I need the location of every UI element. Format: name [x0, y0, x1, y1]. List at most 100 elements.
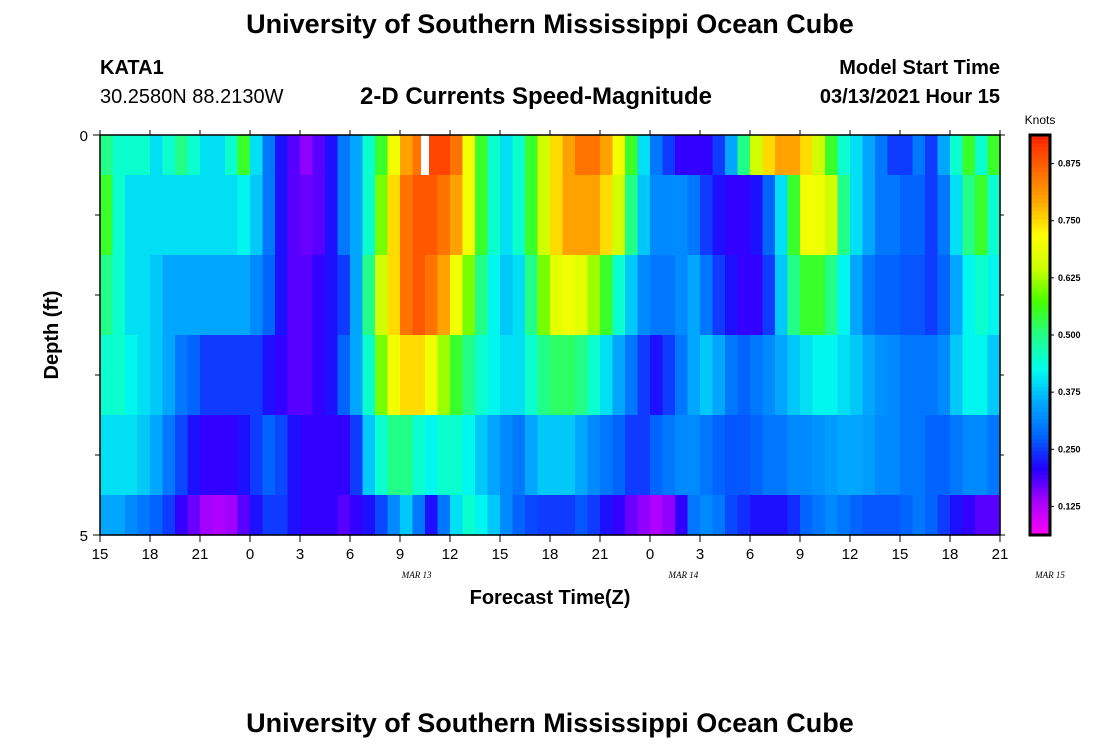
- heatmap-cell: [512, 415, 526, 496]
- heatmap-cell: [975, 335, 989, 416]
- heatmap-cell: [125, 255, 139, 336]
- heatmap-cell: [862, 175, 876, 256]
- heatmap-cell: [500, 255, 514, 336]
- heatmap-cell: [400, 255, 414, 336]
- heatmap-cell: [375, 255, 389, 336]
- heatmap-cell: [275, 335, 289, 416]
- colorbar-segment: [1030, 171, 1050, 176]
- heatmap-cell: [912, 415, 926, 496]
- heatmap-cell: [200, 415, 214, 496]
- heatmap-cell: [350, 495, 364, 536]
- heatmap-cell: [287, 255, 301, 336]
- colorbar-segment: [1030, 439, 1050, 444]
- colorbar-segment: [1030, 295, 1050, 300]
- heatmap-cell: [537, 335, 551, 416]
- heatmap-cell: [737, 175, 751, 256]
- heatmap-cell: [700, 335, 714, 416]
- heatmap-cell: [337, 255, 351, 336]
- heatmap-cell: [937, 495, 951, 536]
- heatmap-cell: [812, 255, 826, 336]
- colorbar-segment: [1030, 427, 1050, 432]
- heatmap-cell: [275, 255, 289, 336]
- date-label: MAR 15: [1034, 570, 1065, 580]
- heatmap-cell: [500, 415, 514, 496]
- heatmap-cell: [612, 415, 626, 496]
- heatmap-cell: [112, 335, 126, 416]
- heatmap-cell: [187, 335, 201, 416]
- colorbar-segment: [1030, 287, 1050, 292]
- heatmap-cell: [325, 255, 339, 336]
- heatmap-cell: [787, 335, 801, 416]
- colorbar-segment: [1030, 187, 1050, 192]
- heatmap-cell: [662, 415, 676, 496]
- heatmap-cell: [625, 175, 639, 256]
- colorbar-segment: [1030, 147, 1050, 152]
- colorbar-segment: [1030, 155, 1050, 160]
- heatmap-cell: [225, 335, 239, 416]
- heatmap-cell: [437, 335, 451, 416]
- heatmap-cell: [875, 175, 889, 256]
- heatmap-cell: [750, 255, 764, 336]
- heatmap-cell: [150, 415, 164, 496]
- heatmap-cell: [962, 415, 976, 496]
- heatmap-cell: [512, 135, 526, 176]
- heatmap-cell: [575, 175, 589, 256]
- heatmap-cell: [675, 495, 689, 536]
- heatmap-cell: [812, 495, 826, 536]
- heatmap-cell: [850, 135, 864, 176]
- colorbar-segment: [1030, 387, 1050, 392]
- colorbar-tick-label: 0.125: [1058, 501, 1081, 511]
- colorbar-segment: [1030, 487, 1050, 492]
- heatmap-cell: [637, 135, 651, 176]
- heatmap-cell: [562, 415, 576, 496]
- heatmap-cell: [350, 175, 364, 256]
- heatmap-cell: [312, 415, 326, 496]
- heatmap-cell: [500, 135, 514, 176]
- chart-subtitle: 2-D Currents Speed-Magnitude: [360, 83, 713, 110]
- heatmap-cell: [537, 415, 551, 496]
- heatmap-cell: [462, 255, 476, 336]
- heatmap-cell: [800, 495, 814, 536]
- heatmap-cell: [500, 175, 514, 256]
- heatmap-cell: [162, 135, 176, 176]
- heatmap-cell: [475, 135, 489, 176]
- y-axis: 05: [80, 128, 1005, 545]
- heatmap-cell: [825, 175, 839, 256]
- heatmap-cell: [925, 335, 939, 416]
- heatmap-cell: [387, 135, 401, 176]
- heatmap-cell: [475, 495, 489, 536]
- heatmap-cell: [562, 335, 576, 416]
- y-tick-label: 5: [80, 528, 88, 545]
- heatmap-cell: [700, 415, 714, 496]
- colorbar-segment: [1030, 195, 1050, 200]
- heatmap-cell: [887, 135, 901, 176]
- heatmap-cell: [912, 335, 926, 416]
- x-tick-label: 18: [942, 546, 959, 563]
- heatmap-cell: [887, 175, 901, 256]
- heatmap-cell: [812, 415, 826, 496]
- heatmap-cell: [837, 135, 851, 176]
- heatmap-cell: [137, 255, 151, 336]
- heatmap-cell: [400, 135, 414, 176]
- colorbar-segment: [1030, 367, 1050, 372]
- heatmap-cell: [100, 175, 114, 256]
- heatmap-cell: [962, 255, 976, 336]
- heatmap-cell: [712, 495, 726, 536]
- heatmap-cell: [887, 415, 901, 496]
- heatmap-cell: [300, 495, 314, 536]
- heatmap-cell: [750, 495, 764, 536]
- heatmap-cell: [800, 175, 814, 256]
- colorbar-segment: [1030, 391, 1050, 396]
- heatmap-cell: [975, 175, 989, 256]
- heatmap-cell: [862, 495, 876, 536]
- heatmap-cell: [475, 175, 489, 256]
- colorbar-segment: [1030, 383, 1050, 388]
- heatmap-cell: [337, 135, 351, 176]
- heatmap-cell: [875, 415, 889, 496]
- heatmap-cell: [112, 495, 126, 536]
- heatmap-cell: [975, 135, 989, 176]
- heatmap-cell: [100, 415, 114, 496]
- heatmap-cell: [962, 135, 976, 176]
- heatmap-cell: [587, 135, 601, 176]
- heatmap-cell: [725, 175, 739, 256]
